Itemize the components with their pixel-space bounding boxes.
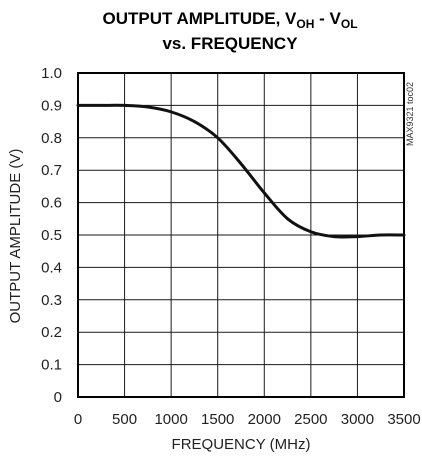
x-tick-label: 2500 — [294, 411, 327, 428]
x-tick-label: 3500 — [387, 411, 420, 428]
x-axis-label: FREQUENCY (MHz) — [172, 436, 311, 453]
y-tick-label: 1.0 — [41, 65, 62, 82]
y-tick-label: 0 — [54, 389, 62, 406]
chart-title-line2: vs. FREQUENCY — [162, 34, 298, 53]
amplitude-curve — [76, 103, 406, 239]
x-tick-label: 0 — [74, 411, 82, 428]
y-tick-label: 0.4 — [41, 259, 62, 276]
x-tick-label: 2000 — [248, 411, 281, 428]
x-tick-label: 500 — [112, 411, 137, 428]
title-sub-oh: OH — [296, 17, 314, 31]
grid — [77, 72, 405, 398]
y-tick-label: 0.7 — [41, 162, 62, 179]
y-axis-label: OUTPUT AMPLITUDE (V) — [7, 149, 24, 324]
title-main: OUTPUT AMPLITUDE, V — [102, 9, 297, 28]
y-axis-ticks: 0 0.1 0.2 0.3 0.4 0.5 0.6 0.7 0.8 0.9 1.0 — [41, 65, 62, 406]
y-tick-label: 0.5 — [41, 227, 62, 244]
plot-area — [76, 103, 406, 239]
title-sep: - V — [314, 9, 341, 28]
chart-title-line1: OUTPUT AMPLITUDE, VOH - VOL — [102, 9, 357, 31]
title-sub-ol: OL — [341, 17, 358, 31]
x-tick-label: 3000 — [341, 411, 374, 428]
y-tick-label: 0.2 — [41, 324, 62, 341]
y-tick-label: 0.8 — [41, 130, 62, 147]
y-tick-label: 0.9 — [41, 97, 62, 114]
x-tick-label: 1000 — [154, 411, 187, 428]
y-tick-label: 0.1 — [41, 357, 62, 374]
side-note: MAX9321 toc02 — [405, 82, 415, 146]
y-tick-label: 0.3 — [41, 292, 62, 309]
x-axis-ticks: 0 500 1000 1500 2000 2500 3000 3500 — [74, 411, 421, 428]
x-tick-label: 1500 — [201, 411, 234, 428]
y-tick-label: 0.6 — [41, 195, 62, 212]
